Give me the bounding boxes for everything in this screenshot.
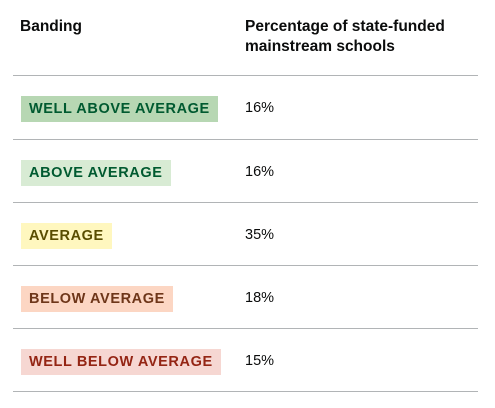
percentage-value: 35% — [245, 227, 275, 243]
row-divider — [13, 328, 478, 329]
table-row: WELL ABOVE AVERAGE 16% — [0, 76, 495, 139]
band-tag: AVERAGE — [21, 223, 112, 249]
percentage-value: 16% — [245, 100, 275, 116]
band-tag: WELL BELOW AVERAGE — [21, 349, 221, 375]
table-row: AVERAGE 35% — [0, 203, 495, 266]
band-tag: WELL ABOVE AVERAGE — [21, 96, 218, 122]
percentage-value: 16% — [245, 164, 275, 180]
band-tag: ABOVE AVERAGE — [21, 160, 171, 186]
header-percentage: Percentage of state-funded mainstream sc… — [245, 17, 485, 57]
band-tag: BELOW AVERAGE — [21, 286, 173, 312]
header-banding: Banding — [20, 18, 82, 35]
table-row: BELOW AVERAGE 18% — [0, 266, 495, 329]
header-percentage-line2: mainstream schools — [245, 38, 395, 55]
table-row: ABOVE AVERAGE 16% — [0, 140, 495, 203]
row-divider — [13, 202, 478, 203]
row-divider — [13, 265, 478, 266]
row-divider — [13, 139, 478, 140]
row-divider — [13, 75, 478, 76]
percentage-value: 15% — [245, 353, 275, 369]
row-divider — [13, 391, 478, 392]
table-row: WELL BELOW AVERAGE 15% — [0, 329, 495, 392]
table-header: Banding Percentage of state-funded mains… — [0, 0, 495, 75]
percentage-value: 18% — [245, 290, 275, 306]
header-percentage-line1: Percentage of state-funded — [245, 18, 445, 35]
